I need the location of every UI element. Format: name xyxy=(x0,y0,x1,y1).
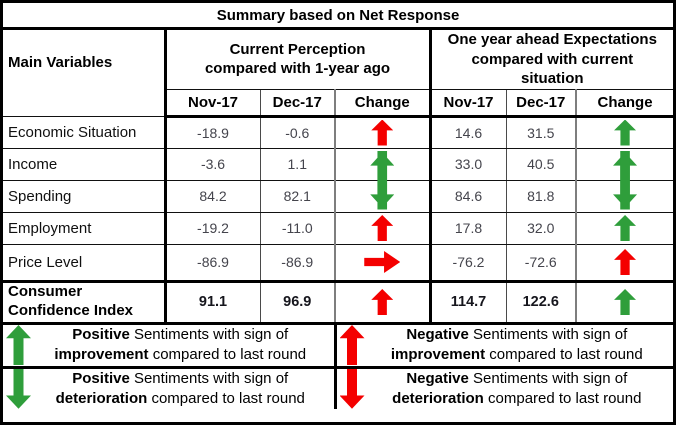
row-label: Employment xyxy=(3,212,165,245)
value-cell: 84.2 xyxy=(163,180,260,213)
change-arrow xyxy=(371,119,394,146)
col-header-cp-dec17: Dec-17 xyxy=(259,89,335,118)
row-label: Economic Situation xyxy=(3,116,165,149)
value-cell: 32.0 xyxy=(505,212,576,245)
value-cell: 40.5 xyxy=(505,148,576,181)
green-up-arrow-icon xyxy=(6,325,31,365)
table-row: Income -3.6 1.1 33.0 40.5 xyxy=(3,148,674,210)
red-up-arrow-icon xyxy=(339,325,365,365)
row-label: Consumer Confidence Index xyxy=(3,281,165,325)
group1-line2: compared with 1-year ago xyxy=(204,60,391,78)
change-arrow xyxy=(371,215,394,241)
change-arrow xyxy=(371,289,394,315)
row-label: Income xyxy=(3,148,165,181)
change-arrow xyxy=(614,289,637,315)
table-row-consumer-confidence-index: Consumer Confidence Index 91.1 96.9 114.… xyxy=(3,281,674,325)
legend-row: Positive Sentiments with sign of improve… xyxy=(3,323,674,369)
table-row: Economic Situation -18.9 -0.6 14.6 31.5 xyxy=(3,116,674,149)
value-cell: 33.0 xyxy=(428,148,506,181)
value-cell: -86.9 xyxy=(163,244,260,283)
green-down-arrow-icon xyxy=(6,368,31,409)
value-cell: -86.9 xyxy=(259,244,335,283)
value-cell: -3.6 xyxy=(163,148,260,181)
group-header-current-perception: Current Perception compared with 1-year … xyxy=(163,28,430,90)
table-row: Spending 84.2 82.1 84.6 81.8 xyxy=(3,150,674,213)
value-cell: 82.1 xyxy=(259,180,335,213)
value-cell: 122.6 xyxy=(505,281,576,325)
table-row: Employment -19.2 -11.0 17.8 32.0 xyxy=(3,212,674,245)
legend-text: Positive Sentiments with sign of deterio… xyxy=(55,369,305,407)
legend-text: Negative Sentiments with sign of improve… xyxy=(390,325,643,363)
legend-item-positive-deterioration: Positive Sentiments with sign of deterio… xyxy=(3,367,335,409)
main-variables-header: Main Variables xyxy=(3,28,165,117)
row-label: Spending xyxy=(3,180,165,213)
table-row: Price Level -86.9 -86.9 -76.2 -72.6 xyxy=(3,244,674,283)
change-arrow xyxy=(614,249,637,275)
legend-text: Negative Sentiments with sign of deterio… xyxy=(392,369,642,407)
change-arrow xyxy=(614,119,637,146)
value-cell: 31.5 xyxy=(505,116,576,149)
value-cell: 14.6 xyxy=(428,116,506,149)
col-header-oe-nov17: Nov-17 xyxy=(428,89,506,118)
table-title: Summary based on Net Response xyxy=(3,3,674,30)
col-header-oe-dec17: Dec-17 xyxy=(505,89,576,118)
col-header-cp-change: Change xyxy=(334,89,430,118)
value-cell: -0.6 xyxy=(259,116,335,149)
cci-label-line1: Consumer xyxy=(8,283,83,301)
value-cell: -72.6 xyxy=(505,244,576,283)
group2-line2: compared with current xyxy=(471,50,634,68)
col-header-cp-nov17: Nov-17 xyxy=(163,89,260,118)
value-cell: 84.6 xyxy=(428,180,506,213)
group2-line1: One year ahead Expectations xyxy=(447,31,657,48)
group2-line3: situation xyxy=(521,70,584,87)
legend-text: Positive Sentiments with sign of improve… xyxy=(54,325,307,363)
legend-item-positive-improvement: Positive Sentiments with sign of improve… xyxy=(3,323,335,369)
change-arrow xyxy=(614,215,637,241)
red-down-arrow-icon xyxy=(339,368,365,409)
group-header-expectations: One year ahead Expectations compared wit… xyxy=(428,28,674,90)
net-response-table: Summary based on Net Response Main Varia… xyxy=(3,3,674,409)
change-arrow xyxy=(364,251,401,273)
value-cell: -19.2 xyxy=(163,212,260,245)
value-cell: -11.0 xyxy=(259,212,335,245)
value-cell: -18.9 xyxy=(163,116,260,149)
legend-item-negative-improvement: Negative Sentiments with sign of improve… xyxy=(333,323,674,369)
value-cell: 1.1 xyxy=(259,148,335,181)
value-cell: 81.8 xyxy=(505,180,576,213)
value-cell: 114.7 xyxy=(428,281,506,325)
cci-label-line2: Confidence Index xyxy=(8,302,134,319)
group1-line1: Current Perception xyxy=(229,40,366,58)
row-label: Price Level xyxy=(3,244,165,283)
col-header-oe-change: Change xyxy=(574,89,674,118)
value-cell: 91.1 xyxy=(163,281,260,325)
value-cell: 17.8 xyxy=(428,212,506,245)
legend-item-negative-deterioration: Negative Sentiments with sign of deterio… xyxy=(333,367,674,409)
legend-row: Positive Sentiments with sign of deterio… xyxy=(3,367,674,409)
value-cell: 96.9 xyxy=(259,281,335,325)
value-cell: -76.2 xyxy=(428,244,506,283)
